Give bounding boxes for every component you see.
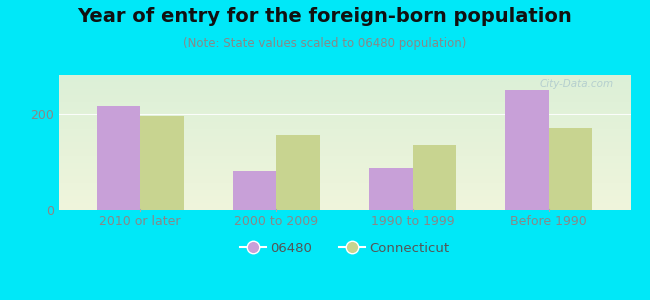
Bar [140, 116, 184, 210]
Bar [233, 171, 276, 210]
Bar [369, 168, 413, 210]
Bar [276, 135, 320, 210]
Bar [505, 90, 549, 210]
Bar [549, 128, 592, 210]
Text: (Note: State values scaled to 06480 population): (Note: State values scaled to 06480 popu… [183, 38, 467, 50]
Bar [413, 145, 456, 210]
Text: City-Data.com: City-Data.com [540, 79, 614, 89]
Text: Year of entry for the foreign-born population: Year of entry for the foreign-born popul… [77, 8, 573, 26]
Legend: 06480, Connecticut: 06480, Connecticut [235, 236, 454, 260]
Bar [97, 106, 140, 210]
